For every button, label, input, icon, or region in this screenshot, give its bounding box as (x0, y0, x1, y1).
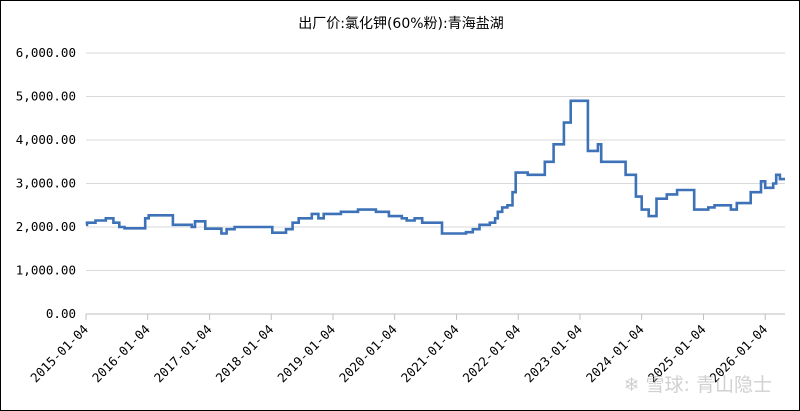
grid-lines (86, 52, 785, 271)
plot-area (85, 99, 785, 235)
y-tick-label: 3,000.00 (16, 176, 76, 191)
y-tick-label: 5,000.00 (16, 89, 76, 104)
x-tick-label: 2018-01-04 (213, 322, 277, 386)
x-tick-label: 2023-01-04 (521, 322, 585, 386)
x-tick-label: 2022-01-04 (460, 322, 524, 386)
x-axis: 2015-01-042016-01-042017-01-042018-01-04… (27, 313, 785, 386)
x-tick-label: 2026-01-04 (707, 322, 771, 386)
y-axis: 0.00 1,000.00 2,000.00 3,000.00 4,000.00 5,00… (16, 45, 76, 321)
series-line (85, 99, 785, 235)
x-tick-label: 2019-01-04 (274, 322, 338, 386)
x-tick-label: 2020-01-04 (336, 322, 400, 386)
y-tick-label: 6,000.00 (16, 45, 76, 60)
y-tick-label: 2,000.00 (16, 219, 76, 234)
y-tick-label: 1,000.00 (16, 263, 76, 278)
x-tick-label: 2025-01-04 (645, 322, 709, 386)
x-tick-label: 2024-01-04 (583, 322, 647, 386)
x-tick-label: 2016-01-04 (89, 322, 153, 386)
x-tick-label: 2021-01-04 (398, 322, 462, 386)
y-tick-label: 0.00 (46, 306, 76, 321)
chart-title: 出厂价:氯化钾(60%粉):青海盐湖 (298, 16, 503, 32)
y-tick-label: 4,000.00 (16, 132, 76, 147)
x-tick-label: 2015-01-04 (27, 322, 91, 386)
x-tick-label: 2017-01-04 (151, 322, 215, 386)
